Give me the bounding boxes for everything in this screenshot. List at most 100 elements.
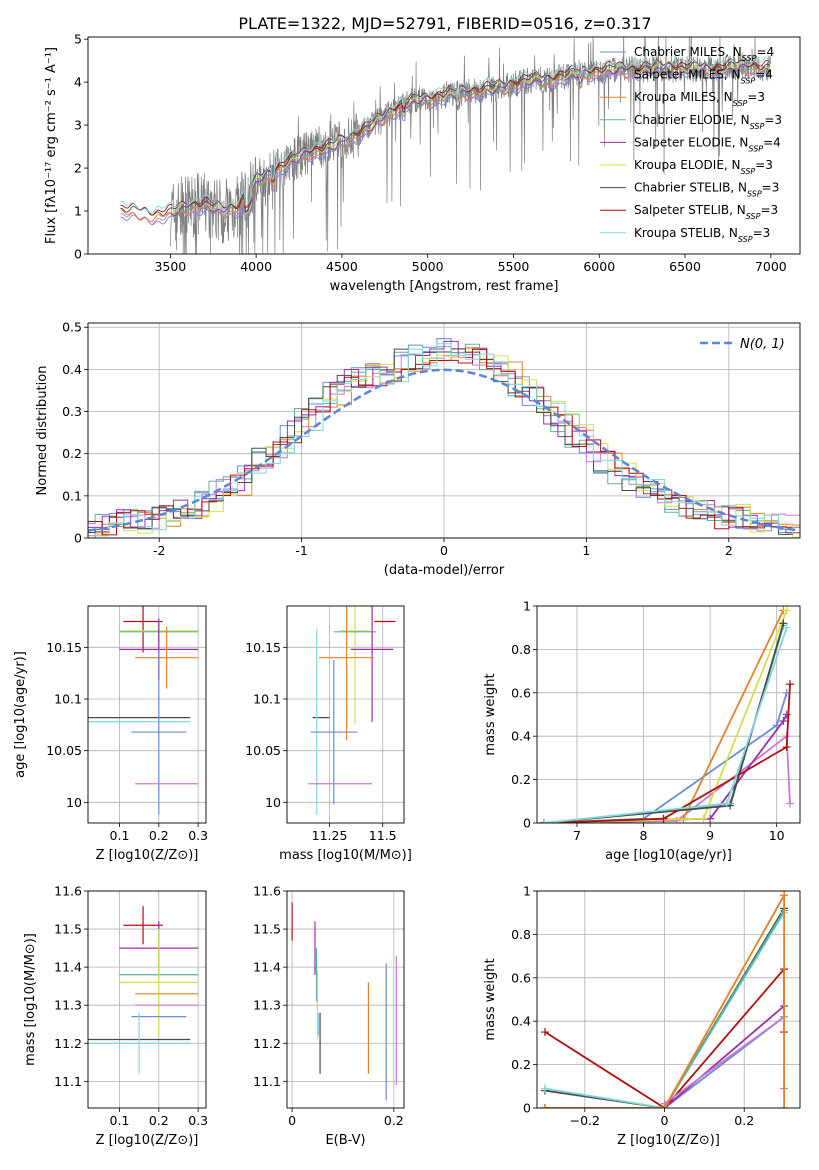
x-tick-label: 11.25 — [312, 828, 348, 843]
legend-entry: Chabrier ELODIE, NSSP=3 — [634, 113, 782, 131]
y-tick-label: 2 — [74, 161, 82, 176]
x-tick-label: 5000 — [412, 259, 444, 274]
y-tick-label: 11.1 — [54, 1074, 82, 1089]
x-tick-label: -2 — [153, 543, 165, 558]
y-tick-label: 0 — [523, 816, 531, 831]
age-vs-mass-panel: 11.25 11.5 10 10.05 10.1 10.15 mass [log10(M/M… — [245, 605, 412, 863]
mass-vs-metallicity-panel: 0.1 0.2 0.3 11.1 11.2 11.3 11.4 11.5 11.6 Z [log1… — [23, 884, 208, 1149]
series-line — [543, 692, 788, 823]
y-tick-label: 10.05 — [46, 743, 82, 758]
y-tick-label: 11.3 — [253, 998, 281, 1013]
legend-entry: Salpeter MILES, NSSP=4 — [634, 68, 773, 86]
legend-entry: Salpeter STELIB, NSSP=3 — [634, 203, 778, 221]
plot-area — [539, 606, 795, 823]
axes-frame — [536, 605, 801, 824]
x-tick-label: 7000 — [755, 259, 787, 274]
y-tick-label: 0.1 — [62, 488, 82, 503]
series-line — [543, 684, 791, 823]
y-tick-label: 0.5 — [62, 320, 82, 335]
mass-vs-ebv-panel: 0 0.2 11.1 11.2 11.3 11.4 11.5 11.6 E(B-V) — [253, 884, 405, 1148]
x-axis-label: mass [log10(M/M⊙)] — [279, 848, 412, 863]
legend-entry: Kroupa MILES, NSSP=3 — [634, 90, 765, 108]
x-axis-label: Z [log10(Z/Z⊙)] — [617, 1133, 720, 1148]
x-tick-label: 0.3 — [188, 828, 208, 843]
y-tick-label: 10.1 — [54, 692, 82, 707]
y-tick-label: 11.5 — [54, 922, 82, 937]
y-tick-label: 11.5 — [253, 922, 281, 937]
y-tick-label: 0.2 — [511, 772, 531, 787]
y-tick-label: 1 — [523, 884, 531, 899]
point-marker — [780, 1104, 789, 1108]
y-tick-label: 1 — [523, 599, 531, 614]
x-tick-label: 10 — [769, 828, 785, 843]
y-tick-label: 11.1 — [253, 1074, 281, 1089]
series-line — [545, 910, 785, 1108]
y-tick-label: 3 — [74, 118, 82, 133]
y-tick-label: 10 — [265, 795, 281, 810]
y-tick-label: 10.15 — [46, 640, 82, 655]
spectrum-panel: 3500 4000 4500 5000 5500 6000 6500 7000 0 1 2 3 4 5 wa… — [44, 32, 801, 294]
legend-entry: Chabrier STELIB, NSSP=3 — [634, 181, 779, 199]
plot-area — [88, 338, 800, 538]
point-marker — [779, 619, 788, 628]
x-tick-label: 0.1 — [110, 828, 130, 843]
x-tick-label: 3500 — [154, 259, 186, 274]
series-line — [543, 609, 788, 823]
legend-entry: Kroupa STELIB, NSSP=3 — [634, 226, 770, 244]
y-tick-label: 0.4 — [511, 1014, 531, 1029]
y-tick-label: 0.4 — [511, 729, 531, 744]
point-marker — [540, 1084, 549, 1093]
series-line — [543, 627, 788, 823]
y-tick-label: 0.2 — [511, 1057, 531, 1072]
point-marker — [782, 743, 791, 752]
point-marker — [659, 814, 668, 823]
x-tick-label: 0.2 — [734, 1113, 754, 1128]
y-tick-label: 0.8 — [511, 642, 531, 657]
x-tick-label: 4500 — [326, 259, 358, 274]
x-tick-label: 0.2 — [149, 828, 169, 843]
y-tick-label: 10.05 — [245, 743, 281, 758]
point-marker — [782, 606, 791, 615]
plot-area — [88, 606, 199, 815]
y-tick-label: 0 — [523, 1101, 531, 1116]
y-tick-label: 0.2 — [62, 446, 82, 461]
series-line — [543, 623, 785, 823]
axes-frame — [286, 890, 405, 1109]
model-spectrum-kroupa-stelib — [120, 57, 771, 214]
y-tick-label: 0 — [74, 531, 82, 546]
x-tick-label: 2 — [725, 543, 733, 558]
legend-entry: Salpeter ELODIE, NSSP=4 — [634, 135, 781, 153]
y-tick-label: 11.4 — [253, 960, 281, 975]
point-marker — [786, 799, 795, 808]
point-marker — [699, 814, 708, 823]
series-line — [543, 625, 785, 823]
y-tick-label: 0.3 — [62, 404, 82, 419]
x-tick-label: -1 — [295, 543, 307, 558]
age-vs-metallicity-panel: 0.1 0.2 0.3 10 10.05 10.1 10.15 Z [log10(Z/Z⊙)]… — [13, 605, 208, 863]
plot-area — [120, 37, 771, 254]
plot-area — [88, 906, 199, 1074]
y-axis-label: mass weight — [483, 958, 498, 1040]
mass-weight-vs-metallicity-panel: −0.2 0 0.2 0 0.2 0.4 0.6 0.8 1 Z [log10(Z/Z⊙)] mas… — [483, 884, 801, 1148]
y-tick-label: 10.15 — [245, 640, 281, 655]
x-axis-label: age [log10(age/yr)] — [605, 848, 732, 863]
x-tick-label: 6500 — [669, 259, 701, 274]
point-marker — [786, 680, 795, 689]
axes-frame — [87, 36, 801, 255]
y-tick-label: 0.8 — [511, 927, 531, 942]
point-marker — [782, 710, 791, 719]
y-tick-label: 11.6 — [54, 884, 82, 899]
x-tick-label: −0.2 — [570, 1113, 600, 1128]
figure-title: PLATE=1322, MJD=52791, FIBERID=0516, z=0… — [238, 14, 651, 33]
y-tick-label: 0.6 — [511, 970, 531, 985]
x-tick-label: 5500 — [498, 259, 530, 274]
y-tick-label: 10.1 — [253, 692, 281, 707]
x-tick-label: 8 — [640, 828, 648, 843]
x-tick-label: 11.5 — [369, 828, 397, 843]
x-tick-label: 7 — [573, 828, 581, 843]
y-tick-label: 0.6 — [511, 685, 531, 700]
plot-area — [540, 891, 789, 1108]
point-marker — [782, 623, 791, 632]
y-tick-label: 10 — [66, 795, 82, 810]
